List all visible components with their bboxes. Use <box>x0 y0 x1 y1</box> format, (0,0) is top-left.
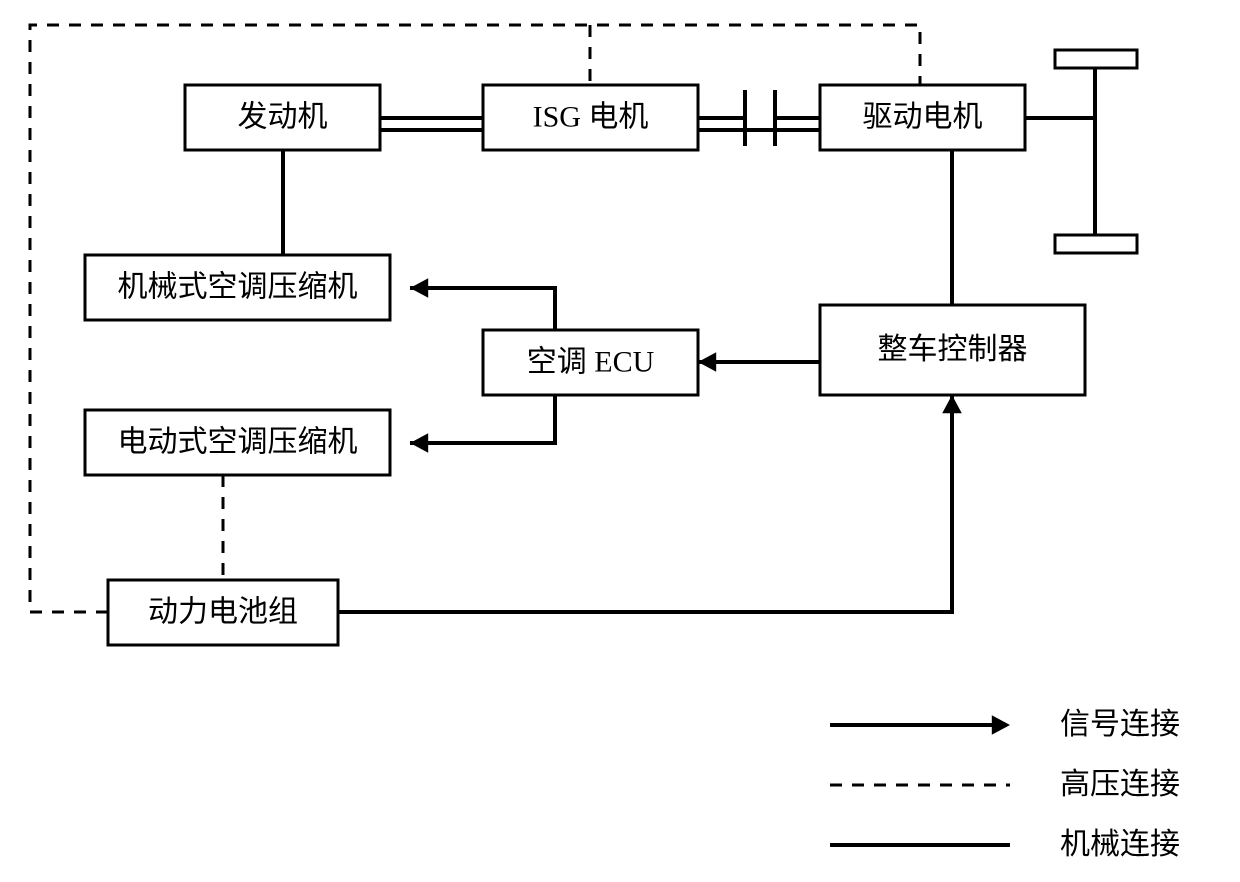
ac_ecu-node: 空调 ECU <box>483 330 698 395</box>
ac_ecu-label: 空调 ECU <box>527 345 655 378</box>
legend-label-0: 信号连接 <box>1060 708 1180 741</box>
engine-label: 发动机 <box>238 100 328 133</box>
drive-label: 驱动电机 <box>863 100 983 133</box>
vcu-node: 整车控制器 <box>820 305 1085 395</box>
legend-label-1: 高压连接 <box>1060 768 1180 801</box>
elec_ac-node: 电动式空调压缩机 <box>85 410 390 475</box>
isg-node: ISG 电机 <box>483 85 698 150</box>
battery-label: 动力电池组 <box>148 595 298 628</box>
elec_ac-label: 电动式空调压缩机 <box>118 425 358 458</box>
battery-node: 动力电池组 <box>108 580 338 645</box>
drive-node: 驱动电机 <box>820 85 1025 150</box>
mech_ac-node: 机械式空调压缩机 <box>85 255 390 320</box>
isg-label: ISG 电机 <box>533 100 649 133</box>
vcu-label: 整车控制器 <box>878 333 1028 366</box>
mech_ac-label: 机械式空调压缩机 <box>118 270 358 303</box>
engine-node: 发动机 <box>185 85 380 150</box>
legend-label-2: 机械连接 <box>1060 828 1180 861</box>
